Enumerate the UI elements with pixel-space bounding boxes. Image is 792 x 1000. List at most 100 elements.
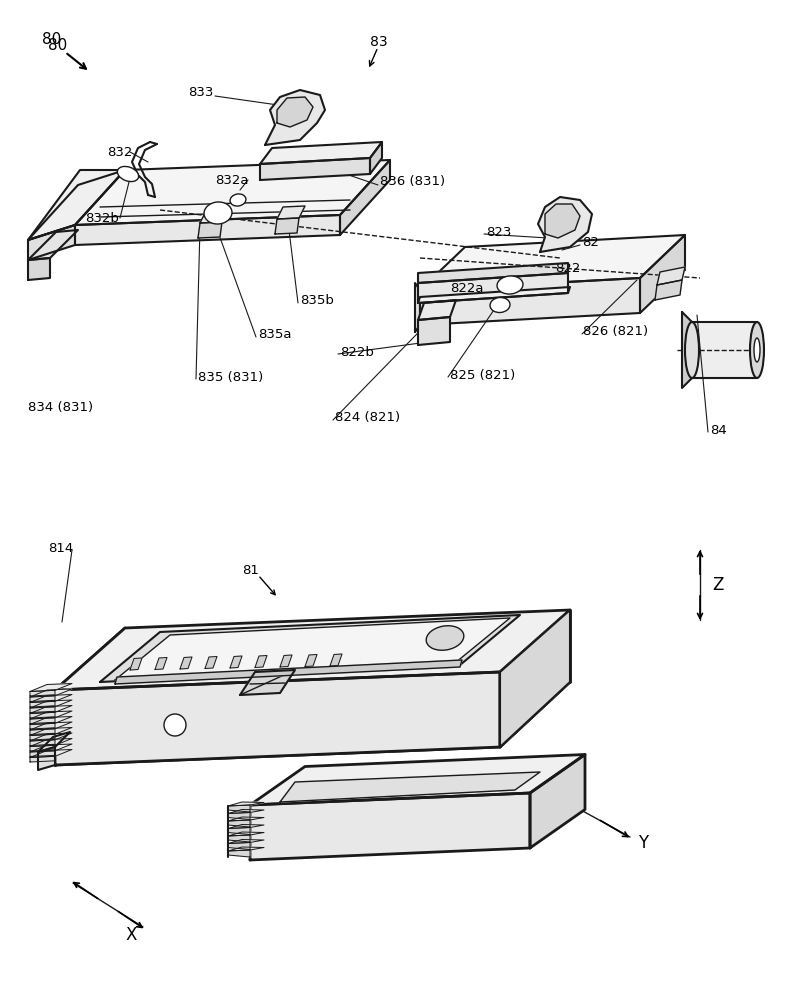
Text: 81: 81 [242,564,259,576]
Text: X: X [126,926,137,944]
Polygon shape [30,694,72,702]
Ellipse shape [117,166,139,182]
Polygon shape [228,820,250,827]
Polygon shape [30,684,72,692]
Polygon shape [228,840,264,844]
Text: 813: 813 [285,674,310,686]
Text: 834 (831): 834 (831) [28,401,93,414]
Polygon shape [28,170,125,240]
Polygon shape [250,754,585,805]
Polygon shape [255,656,267,668]
Polygon shape [275,218,299,234]
Text: 825 (821): 825 (821) [450,368,516,381]
Text: 832a: 832a [215,174,249,186]
Polygon shape [30,711,72,719]
Polygon shape [228,805,250,812]
Polygon shape [30,706,72,714]
Polygon shape [265,90,325,145]
Polygon shape [30,712,55,718]
Polygon shape [228,842,250,850]
Polygon shape [260,158,370,180]
Polygon shape [30,690,55,696]
Polygon shape [370,142,382,174]
Polygon shape [277,97,313,127]
Polygon shape [30,723,55,729]
Polygon shape [30,701,55,707]
Polygon shape [240,670,295,695]
Polygon shape [415,283,420,332]
Text: 80: 80 [48,37,67,52]
Text: 836 (831): 836 (831) [380,176,445,188]
Polygon shape [228,817,264,821]
Polygon shape [340,160,390,235]
Polygon shape [55,610,570,690]
Polygon shape [30,729,55,734]
Polygon shape [30,745,55,751]
Text: 832b: 832b [85,212,119,225]
Polygon shape [180,657,192,669]
Polygon shape [530,754,585,848]
Polygon shape [38,732,70,752]
Text: 833: 833 [188,86,213,99]
Ellipse shape [754,338,760,362]
Text: 826 (821): 826 (821) [583,326,648,338]
Polygon shape [640,235,685,313]
Polygon shape [418,287,570,303]
Text: 822a: 822a [450,282,483,294]
Polygon shape [228,832,264,836]
Polygon shape [30,716,72,724]
Text: 811: 811 [292,776,318,788]
Polygon shape [30,728,72,736]
Text: 823: 823 [486,226,512,238]
Polygon shape [545,204,580,238]
Text: 835b: 835b [300,294,334,306]
Text: 814: 814 [48,542,73,554]
Polygon shape [28,170,125,240]
Polygon shape [500,610,570,747]
Polygon shape [28,225,75,260]
Polygon shape [30,707,55,712]
Polygon shape [538,197,592,252]
Polygon shape [305,654,317,666]
Polygon shape [75,160,390,225]
Polygon shape [228,810,264,814]
Polygon shape [30,738,72,746]
Text: 812: 812 [172,702,197,714]
Text: Y: Y [638,834,648,852]
Polygon shape [420,278,640,325]
Text: 824 (821): 824 (821) [335,412,400,424]
Text: 822b: 822b [340,346,374,359]
Polygon shape [115,618,510,680]
Polygon shape [75,215,340,245]
Text: 84: 84 [710,424,727,436]
Polygon shape [28,230,78,260]
Polygon shape [30,733,72,741]
Polygon shape [228,835,250,842]
Ellipse shape [204,202,232,224]
Polygon shape [228,824,264,828]
Ellipse shape [685,322,699,378]
Polygon shape [200,210,228,223]
Polygon shape [30,751,55,756]
Polygon shape [30,700,72,708]
Text: 835a: 835a [258,328,291,342]
Text: 835 (831): 835 (831) [198,370,263,383]
Polygon shape [228,847,264,851]
Polygon shape [682,312,692,388]
Polygon shape [420,235,685,290]
Text: 82: 82 [582,235,599,248]
Ellipse shape [490,297,510,313]
Polygon shape [228,812,250,820]
Polygon shape [100,615,520,682]
Polygon shape [115,660,462,684]
Polygon shape [30,740,55,746]
Polygon shape [228,850,250,857]
Polygon shape [280,655,292,667]
Polygon shape [657,267,685,285]
Polygon shape [130,658,142,670]
Polygon shape [30,696,55,702]
Ellipse shape [750,322,764,378]
Polygon shape [280,772,540,802]
Ellipse shape [164,714,186,736]
Polygon shape [418,317,450,345]
